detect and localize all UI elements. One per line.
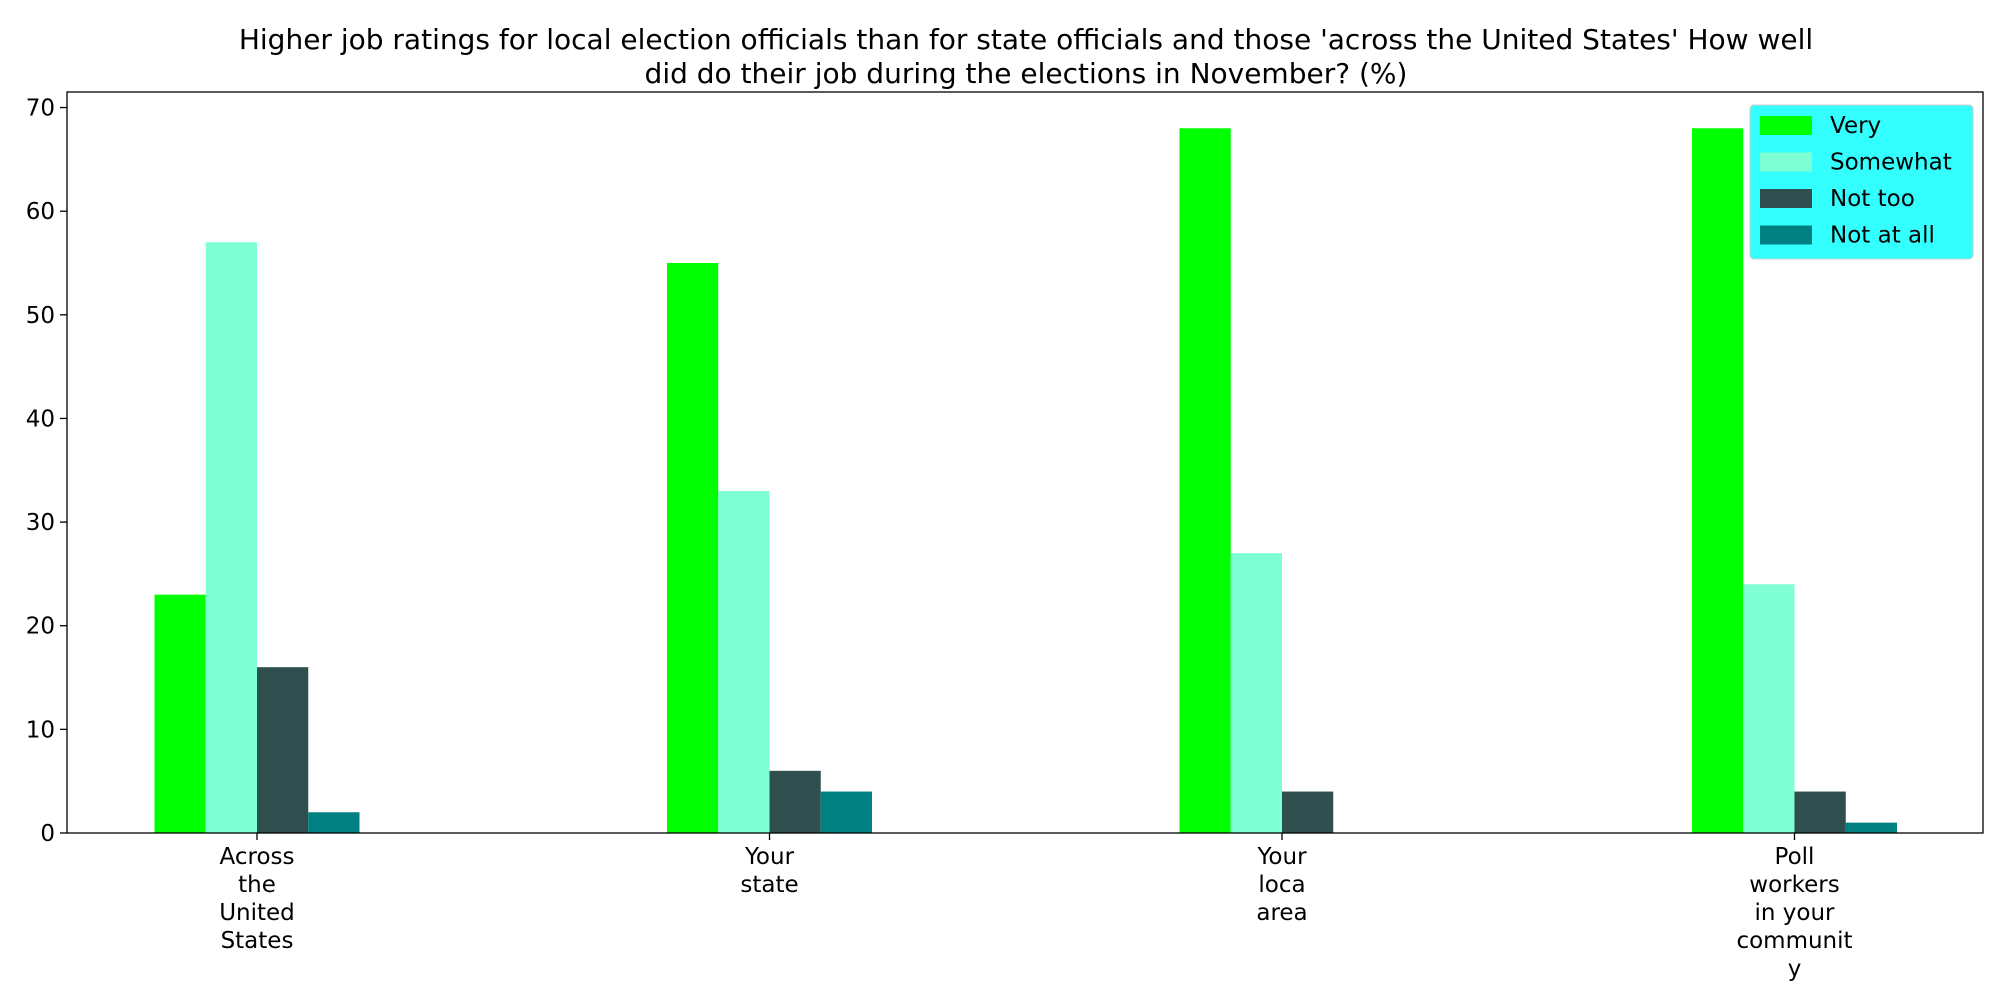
bar [769,770,821,833]
axes [66,91,1984,834]
chart-title-line: did do their job during the elections in… [645,57,1408,90]
bar [1794,791,1846,833]
y-tick-label: 30 [26,510,55,536]
legend: Very Somewhat Not too Not at all [1749,104,1974,260]
legend-box [1749,104,1974,260]
y-tick-label: 60 [26,199,55,225]
bar [667,263,719,833]
legend-label: Not too [1830,186,1915,212]
bar [1230,553,1282,833]
x-tick-label: Poll workers in your communit y [1736,844,1852,982]
bar [820,791,872,833]
plot-frame [66,91,1984,834]
legend-swatch [1760,189,1812,208]
y-tick-label: 0 [40,821,55,847]
legend-swatch [1760,225,1812,245]
y-tick-label: 10 [26,717,55,743]
legend-label: Somewhat [1830,150,1952,176]
legend-label: Very [1830,113,1881,139]
bar [1743,584,1795,833]
bar [154,594,206,833]
bar [1692,128,1744,833]
bar [1179,128,1231,833]
legend-label: Not at all [1830,223,1935,249]
y-tick-label: 50 [26,303,55,329]
y-tick-label: 20 [26,614,55,640]
x-axis-ticks: Across the United States Your state Your loca ar… [219,833,1853,982]
bar [257,667,309,833]
chart-title-line: Higher job ratings for local election of… [239,23,1813,56]
legend-swatch [1760,152,1812,172]
legend-swatch [1760,116,1812,135]
chart-title: Higher job ratings for local election of… [239,23,1813,90]
bar [1845,822,1897,833]
bar [308,812,360,833]
x-tick-label: Your loca area [1256,844,1307,926]
x-tick-label: Across the United States [219,844,295,954]
y-tick-label: 70 [26,96,55,122]
x-tick-label: Your state [740,844,798,898]
y-axis-ticks: 0 10 20 30 40 50 60 70 [26,96,67,847]
bar [205,242,257,833]
y-tick-label: 40 [26,406,55,432]
bar [718,491,770,833]
bars-group [154,128,1897,833]
bar [1282,791,1334,833]
